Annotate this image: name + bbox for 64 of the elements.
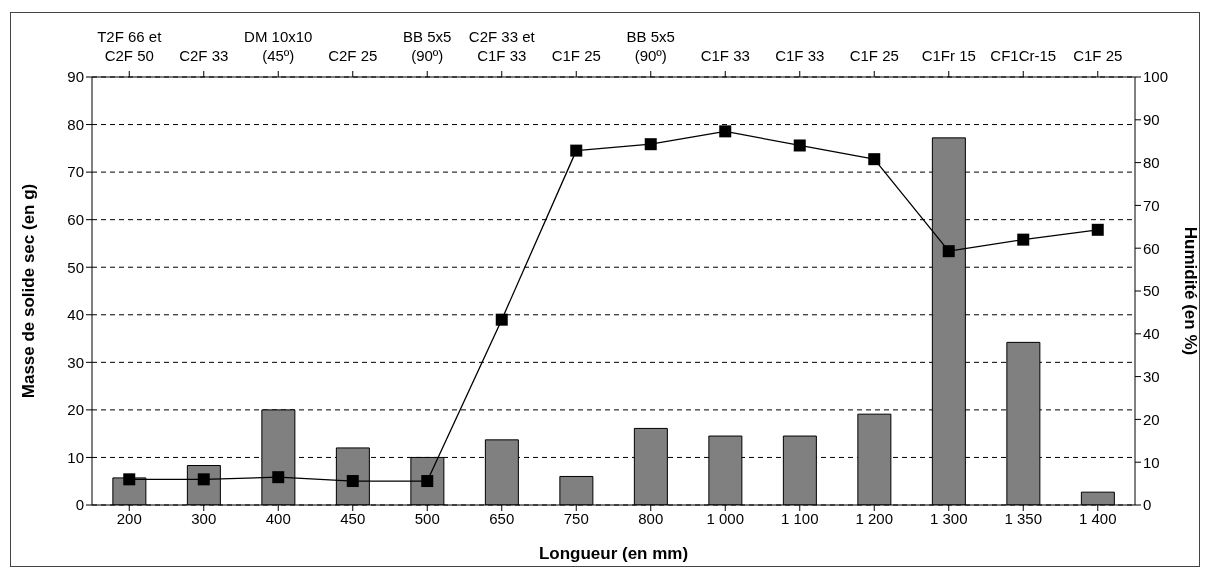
- annotation: BB 5x5 (90º): [626, 28, 675, 64]
- x-tick-label: 750: [563, 509, 589, 527]
- annotation: CF1Cr-15: [990, 47, 1057, 64]
- x-tick-label: 300: [191, 509, 217, 527]
- y2-tick-label: 100: [1143, 68, 1169, 86]
- y-tick-label: 80: [67, 115, 84, 133]
- annotation: C1F 25: [1073, 47, 1123, 64]
- annotation: BB 5x5 (90º): [403, 28, 452, 64]
- y-tick-label: 50: [67, 258, 84, 276]
- y-tick-label: 20: [67, 401, 84, 419]
- x-tick-label: 450: [340, 509, 366, 527]
- annotation: C1F 33: [700, 47, 750, 64]
- x-tick-label: 650: [489, 509, 515, 527]
- annotation: C2F 33 et C1F 33: [468, 28, 536, 64]
- point: [719, 125, 732, 138]
- y-tick-label: 0: [75, 496, 84, 514]
- y2-tick-label: 0: [1143, 496, 1152, 514]
- point: [346, 475, 359, 488]
- y2-tick-label: 60: [1143, 239, 1160, 257]
- y2-tick-label: 90: [1143, 111, 1160, 129]
- y-tick-label: 70: [67, 163, 84, 181]
- annotation: C1F 33: [775, 47, 825, 64]
- point: [272, 471, 285, 484]
- point: [793, 139, 806, 152]
- y2-tick-label: 20: [1143, 410, 1160, 428]
- x-tick-label: 1 300: [929, 509, 968, 527]
- point: [868, 153, 881, 166]
- y2-tick-label: 50: [1143, 282, 1160, 300]
- y-tick-label: 90: [67, 68, 84, 86]
- point: [644, 138, 657, 151]
- y2-tick-label: 40: [1143, 325, 1160, 343]
- point: [570, 144, 583, 157]
- annotation: C2F 25: [328, 47, 378, 64]
- point: [1017, 233, 1030, 246]
- y2-tick-label: 30: [1143, 367, 1160, 385]
- y2-tick-label: 70: [1143, 196, 1160, 214]
- y-tick-label: 10: [67, 448, 84, 466]
- y-tick-label: 60: [67, 210, 84, 228]
- point: [123, 473, 136, 486]
- annotation: T2F 66 et C2F 50: [97, 28, 163, 64]
- x-tick-label: 1 000: [706, 509, 745, 527]
- y2-tick-label: 80: [1143, 153, 1160, 171]
- point: [1091, 223, 1104, 236]
- annotation: C1F 25: [551, 47, 601, 64]
- x-tick-label: 1 350: [1004, 509, 1043, 527]
- annotation: C2F 33: [179, 47, 229, 64]
- y-tick-label: 30: [67, 353, 84, 371]
- point: [495, 313, 508, 326]
- x-tick-label: 200: [116, 509, 142, 527]
- x-tick-label: 1 100: [780, 509, 819, 527]
- x-tick-label: 1 400: [1078, 509, 1117, 527]
- annotation: C1Fr 15: [921, 47, 976, 64]
- annotation: C1F 25: [849, 47, 899, 64]
- y-axis-title: Masse de solide sec (en g): [19, 183, 39, 399]
- y2-axis-title: Humidité (en %): [1180, 226, 1200, 356]
- x-tick-label: 400: [265, 509, 291, 527]
- x-tick-label: 500: [414, 509, 440, 527]
- point: [942, 245, 955, 258]
- y-tick-label: 40: [67, 306, 84, 324]
- x-tick-label: 1 200: [855, 509, 894, 527]
- x-axis-title: Longueur (en mm): [538, 544, 689, 563]
- x-tick-label: 800: [638, 509, 664, 527]
- annotation: DM 10x10 (45º): [244, 28, 313, 64]
- y2-tick-label: 10: [1143, 453, 1160, 471]
